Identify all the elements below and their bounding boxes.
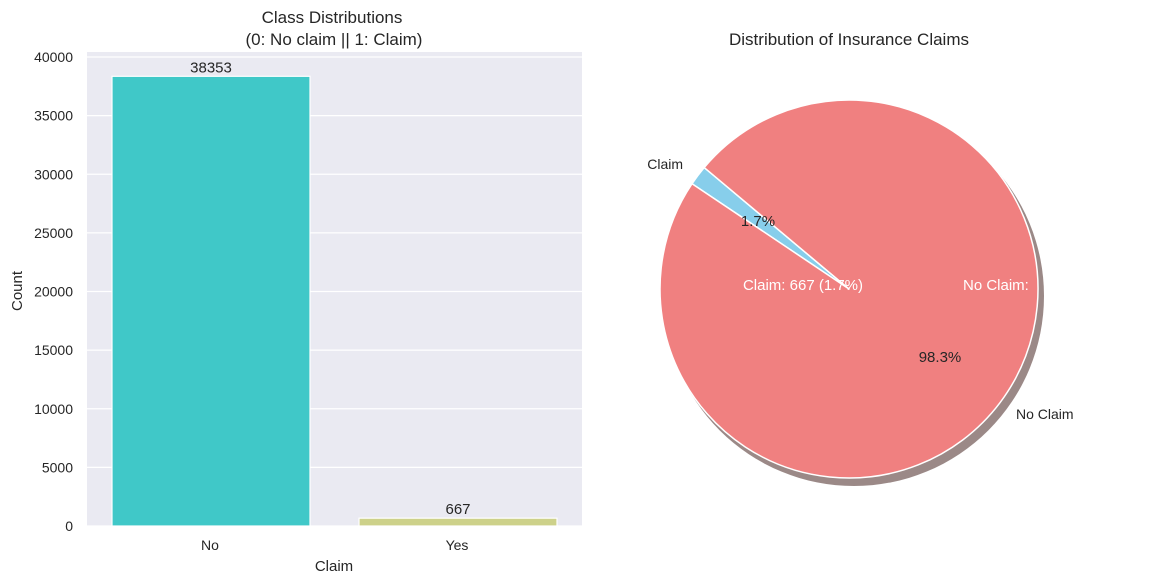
bar-no xyxy=(111,75,311,527)
pie-pct-no-claim: 98.3% xyxy=(919,349,962,366)
y-tick-label: 25000 xyxy=(34,225,73,241)
bar-value-label: 667 xyxy=(445,501,470,518)
y-tick-label: 30000 xyxy=(34,166,73,182)
x-axis-ticks: No Yes xyxy=(201,537,468,553)
y-axis-ticks: 0 5000 10000 15000 20000 25000 30000 35000 40000 xyxy=(34,49,73,534)
y-tick-label: 15000 xyxy=(34,342,73,358)
bar-value-label: 38353 xyxy=(190,59,232,76)
pie-wedge-no-claim xyxy=(659,99,1039,479)
bar-chart: 38353 667 0 5000 10000 15000 20000 25000 30000 3… xyxy=(9,8,582,575)
x-tick-label: No xyxy=(201,537,219,553)
x-axis-label: Claim xyxy=(315,558,353,575)
y-tick-label: 5000 xyxy=(42,459,73,475)
bar-chart-subtitle: (0: No claim || 1: Claim) xyxy=(246,30,423,49)
y-axis-label: Count xyxy=(9,270,26,311)
pie-pct-claim: 1.7% xyxy=(741,213,775,230)
bar-series: 38353 667 xyxy=(111,59,558,527)
y-tick-label: 0 xyxy=(65,518,73,534)
y-tick-label: 10000 xyxy=(34,401,73,417)
y-tick-label: 20000 xyxy=(34,284,73,300)
x-tick-label: Yes xyxy=(446,537,469,553)
pie-annotation-no-claim: No Claim: xyxy=(963,277,1029,294)
pie-wedges xyxy=(659,99,1039,479)
bar-chart-title: Class Distributions xyxy=(262,8,403,27)
y-tick-label: 40000 xyxy=(34,49,73,65)
pie-chart: Distribution of Insurance Claims Claim N… xyxy=(647,30,1074,486)
pie-label-no-claim: No Claim xyxy=(1016,406,1074,422)
pie-chart-title: Distribution of Insurance Claims xyxy=(729,30,969,49)
pie-annotation-claim: Claim: 667 (1.7%) xyxy=(743,277,863,294)
bar-yes xyxy=(358,517,558,527)
pie-label-claim: Claim xyxy=(647,156,683,172)
y-tick-label: 35000 xyxy=(34,108,73,124)
